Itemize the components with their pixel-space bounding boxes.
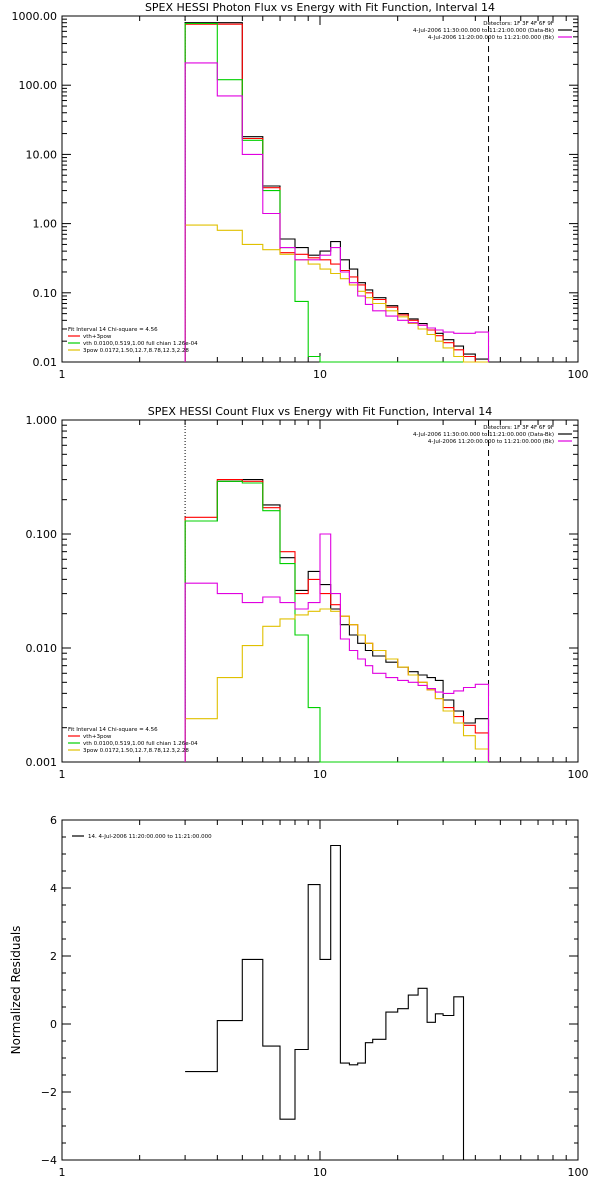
x-tick-label: 1: [59, 768, 66, 781]
series-data-line: [184, 22, 490, 362]
y-tick-label: 4: [50, 882, 57, 895]
series-background-line: [184, 62, 490, 362]
y-tick-label: 6: [50, 814, 57, 827]
legend-bottom-left-entry: 3pow 0.0172,1.50,12.7,8.78,12.3,2.28: [83, 748, 189, 754]
y-tick-label: 10.00: [26, 148, 58, 161]
series-data-line: [184, 479, 490, 762]
y-tick-label: 1.00: [33, 218, 58, 231]
legend-top-right-entry: 4-Jul-2006 11:20:00.000 to 11:21:00.000 …: [428, 35, 554, 41]
series-data-line: [185, 844, 465, 1160]
y-tick-label: 0.10: [33, 287, 58, 300]
x-tick-label: 1: [59, 1166, 66, 1179]
legend-top-right-entry: Detectors: 1F 3F 4F 6F 9F: [483, 425, 554, 431]
y-tick-label: 0.010: [26, 642, 58, 655]
x-tick-label: 10: [313, 1166, 327, 1179]
y-tick-label: −4: [41, 1154, 57, 1167]
chart-title: SPEX HESSI Photon Flux vs Energy with Fi…: [145, 1, 495, 14]
y-tick-label: 1.000: [26, 414, 58, 427]
legend-bottom-left-entry: vth 0.0100,0.519,1.00 full chian 1.26e-0…: [83, 741, 198, 747]
legend-bottom-left-entry: vth 0.0100,0.519,1.00 full chian 1.26e-0…: [83, 341, 198, 347]
legend-bottom-left-entry: 3pow 0.0172,1.50,12.7,8.78,12.3,2.28: [83, 348, 189, 354]
legend-entry: 14. 4-Jul-2006 11:20:00.000 to 11:21:00.…: [88, 834, 212, 840]
y-tick-label: 100.00: [19, 79, 58, 92]
series-background-line: [184, 533, 490, 762]
series-total-line: [184, 23, 489, 363]
chart-title: SPEX HESSI Count Flux vs Energy with Fit…: [148, 405, 492, 418]
series-total-line: [184, 479, 490, 762]
legend-bottom-left-entry: Fit Interval 14 Chi-square = 4.56: [68, 727, 158, 733]
y-tick-label: 0: [50, 1018, 57, 1031]
y-axis-label: Normalized Residuals: [9, 926, 23, 1055]
legend-bottom-left-entry: Fit Interval 14 Chi-square = 4.56: [68, 327, 158, 333]
x-tick-label: 100: [568, 1166, 589, 1179]
x-tick-label: 100: [568, 768, 589, 781]
plot-frame: [61, 15, 579, 363]
x-tick-label: 10: [313, 768, 327, 781]
legend-bottom-left-entry: vth+3pow: [83, 734, 112, 740]
plot-frame: [61, 819, 579, 1161]
legend-top-right-entry: 4-Jul-2006 11:20:00.000 to 11:21:00.000 …: [428, 439, 554, 445]
y-tick-label: 0.100: [26, 528, 58, 541]
series-powerlaw-line: [184, 224, 489, 363]
legend-top-right-entry: Detectors: 1F 3F 4F 6F 9F: [483, 21, 554, 27]
series-thermal-line: [184, 22, 489, 363]
legend-bottom-left-entry: vth+3pow: [83, 334, 112, 340]
y-tick-label: 0.001: [26, 756, 58, 769]
legend-top-right-entry: 4-Jul-2006 11:30:00.000 to 11:21:00.000 …: [413, 432, 554, 438]
legend-top-right-entry: 4-Jul-2006 11:30:00.000 to 11:21:00.000 …: [413, 28, 554, 34]
x-tick-label: 10: [313, 368, 327, 381]
x-tick-label: 100: [568, 368, 589, 381]
y-tick-label: 1000.00: [12, 10, 58, 23]
y-tick-label: 0.01: [33, 356, 58, 369]
y-tick-label: −2: [41, 1086, 57, 1099]
y-tick-label: 2: [50, 950, 57, 963]
series-thermal-line: [184, 480, 489, 763]
series-powerlaw-line: [184, 608, 490, 762]
x-tick-label: 1: [59, 368, 66, 381]
